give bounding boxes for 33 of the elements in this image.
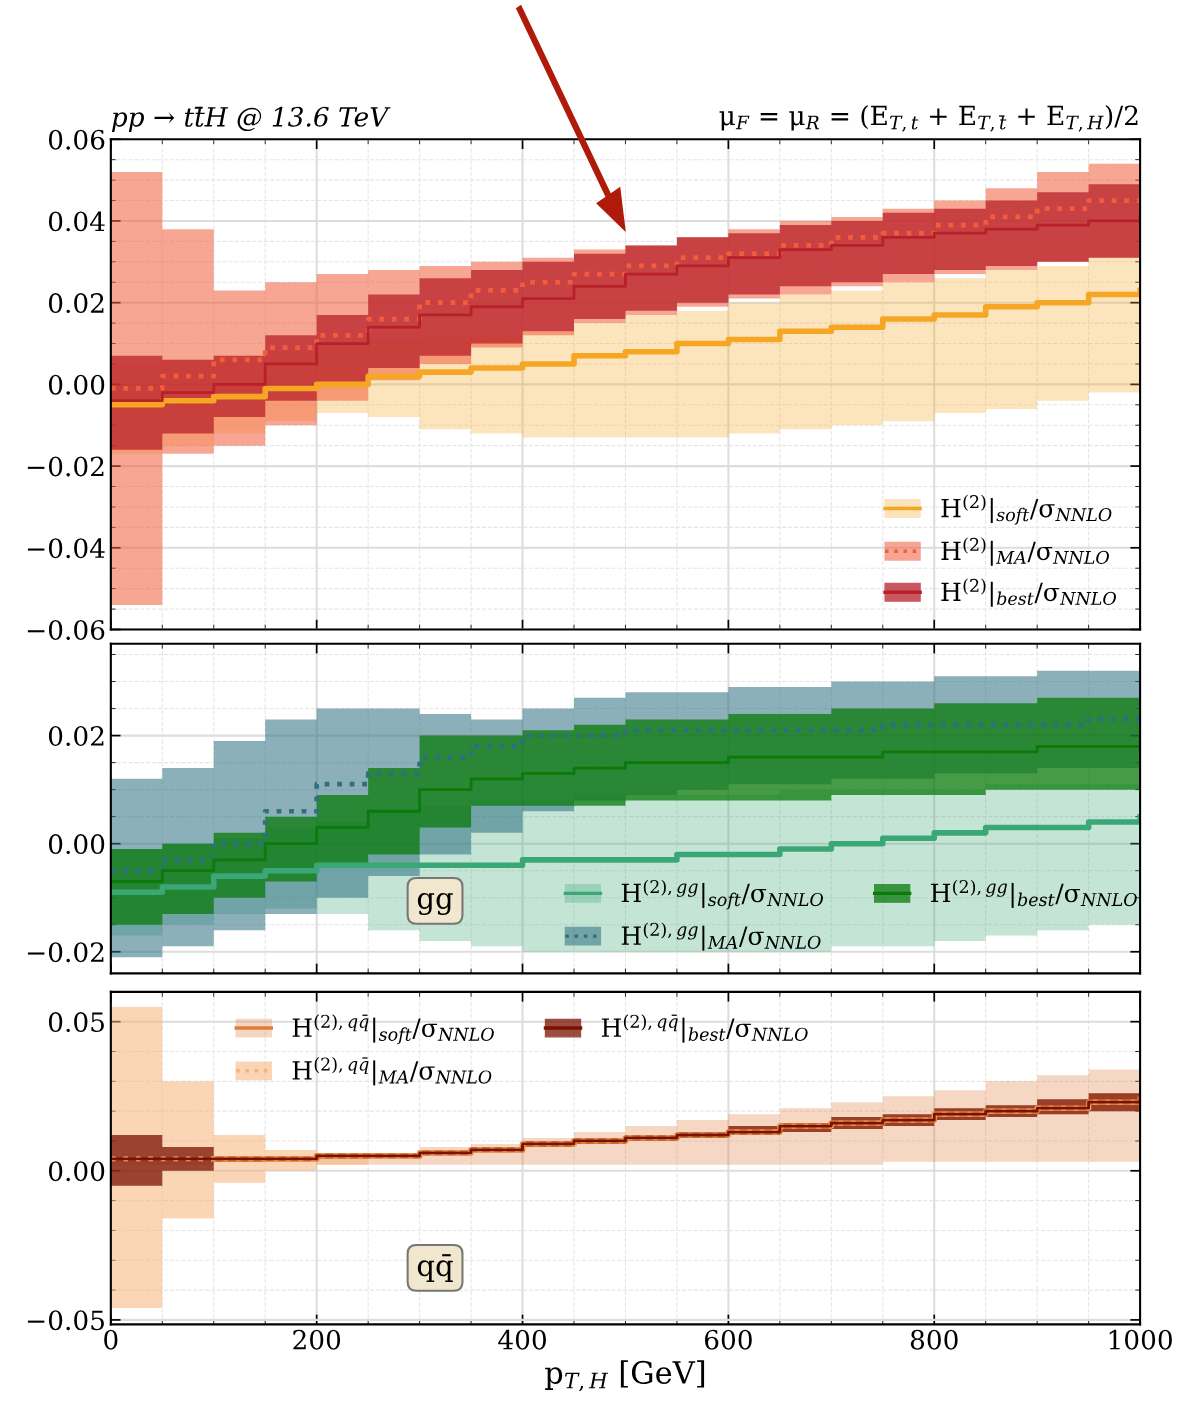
y-tick-label: 0.00: [48, 374, 105, 395]
legend-label: H$^{(2),gg}$|$_{MA}$/σ$_{NNLO}$: [621, 922, 821, 951]
annotation: qq̄: [417, 1254, 453, 1282]
y-tick-label: 0.04: [48, 211, 105, 232]
y-tick-label: −0.02: [27, 456, 104, 477]
legend-label: H$^{(2),gg}$|$_{best}$/σ$_{NNLO}$: [931, 879, 1137, 908]
x-tick-label: 800: [910, 1329, 958, 1350]
y-tick-label: 0.02: [48, 293, 104, 314]
y-tick-label: 0.06: [48, 129, 105, 150]
legend-label: H$^{(2),qq̄}$|$_{MA}$/σ$_{NNLO}$: [292, 1057, 492, 1086]
y-tick-label: −0.06: [27, 619, 105, 640]
legend-label: H$^{(2),qq̄}$|$_{best}$/σ$_{NNLO}$: [601, 1014, 808, 1043]
chart-title: pp → tt̄H @ 13.6 TeV: [111, 106, 391, 132]
legend-label: H$^{(2),gg}$|$_{soft}$/σ$_{NNLO}$: [621, 879, 823, 910]
x-tick-label: 600: [704, 1329, 752, 1350]
legend-label: H$^{(2)}$|$_{MA}$/σ$_{NNLO}$: [941, 537, 1109, 566]
legend-label: H$^{(2)}$|$_{soft}$/σ$_{NNLO}$: [941, 494, 1112, 525]
x-tick-label: 400: [498, 1329, 546, 1350]
y-tick-label: −0.05: [27, 1310, 104, 1331]
x-tick-label: 1000: [1109, 1329, 1172, 1350]
y-tick-label: −0.04: [27, 538, 105, 559]
y-tick-label: 0.02: [48, 726, 104, 746]
legend-label: H$^{(2)}$|$_{best}$/σ$_{NNLO}$: [941, 578, 1116, 607]
x-tick-label: 0: [104, 1329, 118, 1350]
legend-label: H$^{(2),qq̄}$|$_{soft}$/σ$_{NNLO}$: [292, 1014, 494, 1045]
annotation: gg: [417, 892, 453, 915]
y-tick-label: 0.00: [48, 1161, 105, 1182]
y-tick-label: −0.02: [27, 942, 104, 963]
x-axis-title: p$_{T,H}$ [GeV]: [545, 1360, 705, 1392]
y-tick-label: 0.05: [48, 1012, 104, 1033]
x-tick-label: 200: [293, 1329, 341, 1350]
y-tick-label: 0.00: [48, 834, 105, 855]
text: μ$_{F}$ = μ$_{R}$ = (E$_{T,t}$ + E$_{T,t̄}$ + E$_{T,H}$)/2: [719, 104, 1138, 132]
